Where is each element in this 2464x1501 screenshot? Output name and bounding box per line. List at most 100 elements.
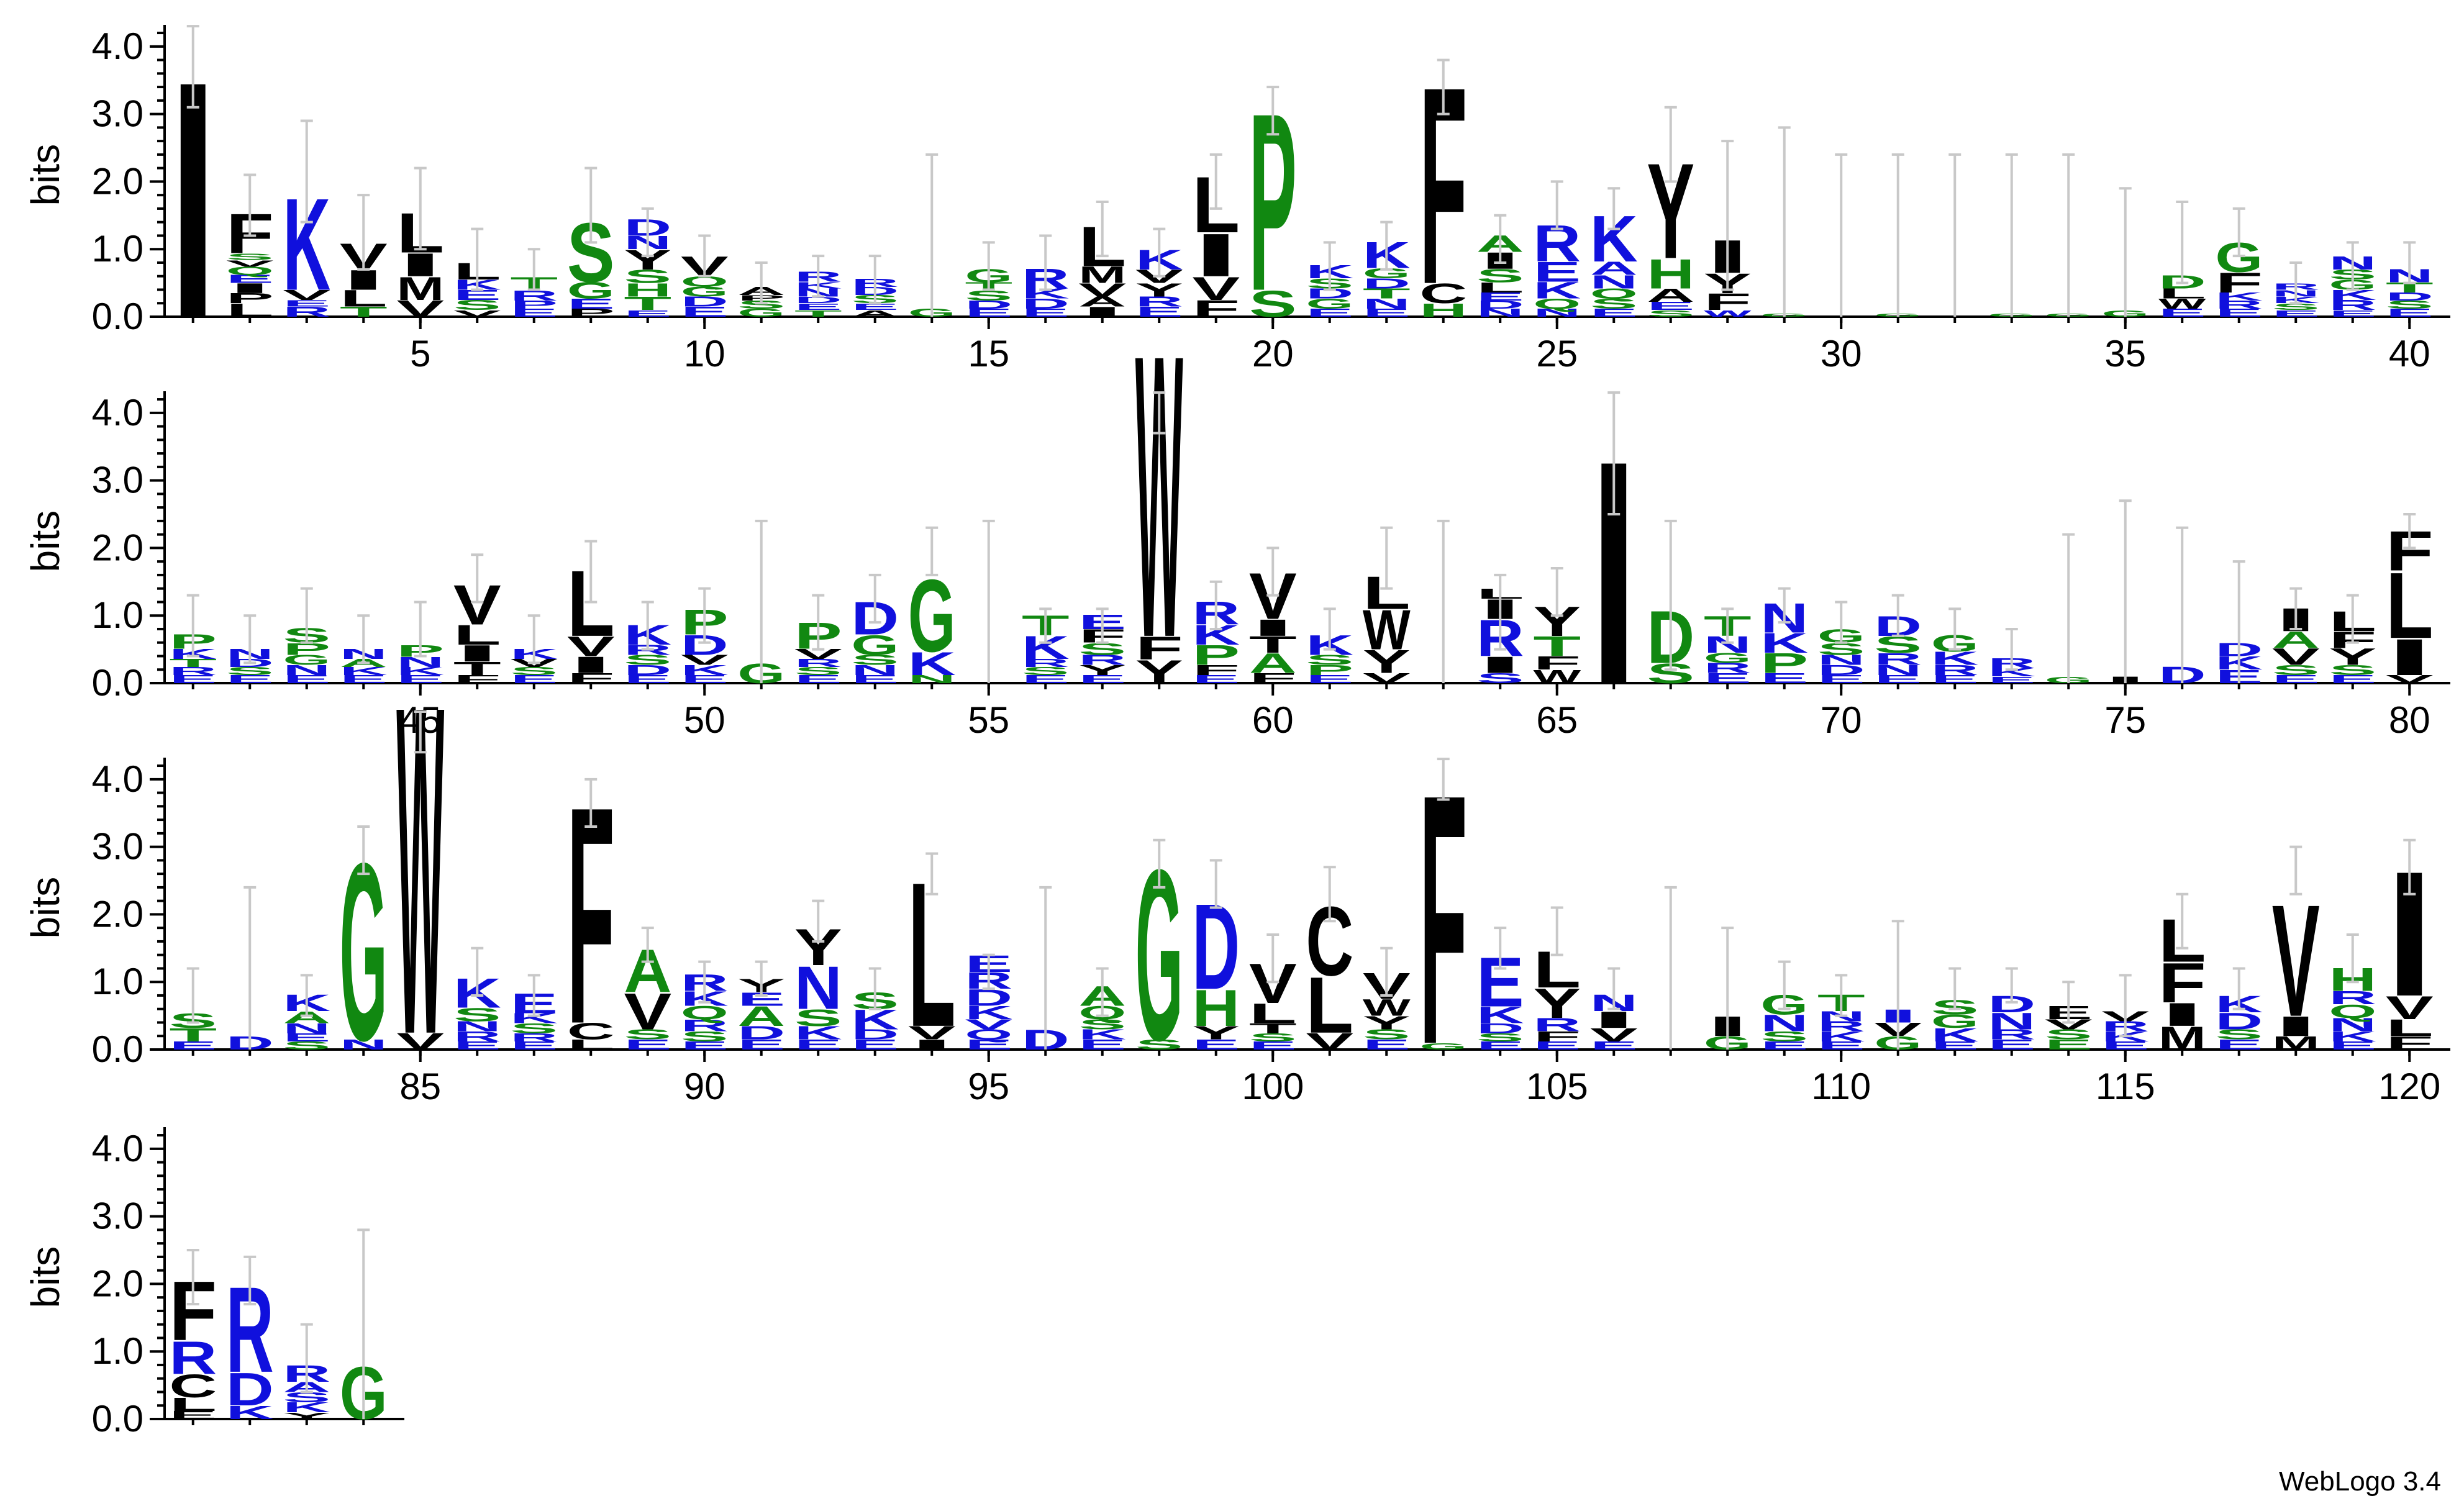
y-tick-label: 1.0: [92, 228, 143, 270]
y-tick-label: 1.0: [92, 961, 143, 1002]
residue-G: G: [1704, 650, 1752, 666]
residue-E: E: [2272, 308, 2320, 319]
x-tick-label: 110: [1811, 1066, 1871, 1107]
residue-E: E: [1988, 1037, 2035, 1053]
residue-A: A: [2272, 627, 2320, 653]
residue-E: E: [2215, 307, 2263, 319]
residue-L: L: [1249, 998, 1297, 1029]
residue-K: K: [908, 645, 956, 682]
residue-F: F: [453, 673, 501, 686]
residue-K: K: [794, 1022, 842, 1043]
residue-G: G: [908, 559, 956, 674]
residue-E: E: [283, 673, 330, 686]
residue-G: G: [1306, 296, 1353, 312]
residue-E: E: [1022, 673, 1070, 686]
logo-row-4: 0.01.02.03.04.0bitsELCRFKDRYKSARG: [23, 1127, 404, 1440]
residue-F: F: [1135, 630, 1183, 666]
residue-S: S: [624, 266, 671, 287]
residue-R: R: [1817, 1018, 1865, 1034]
residue-E: E: [1078, 673, 1126, 686]
residue-E: E: [226, 273, 274, 285]
residue-D: D: [1817, 663, 1865, 678]
residue-R: R: [510, 1032, 558, 1044]
residue-K: K: [226, 1402, 274, 1423]
residue-V: V: [1590, 1025, 1638, 1046]
residue-R: R: [1988, 1027, 2035, 1042]
residue-E: E: [1306, 673, 1353, 686]
y-axis-label: bits: [23, 1246, 68, 1308]
residue-N: N: [1476, 307, 1524, 319]
residue-I: I: [396, 247, 444, 283]
residue-F: F: [567, 671, 615, 686]
residue-Q: Q: [965, 1027, 1012, 1042]
residue-E: E: [510, 307, 558, 319]
residue-A: A: [737, 1000, 785, 1032]
residue-R: R: [1874, 650, 1922, 669]
residue-T: T: [1249, 632, 1297, 658]
residue-E: E: [2386, 307, 2434, 319]
residue-S: S: [453, 297, 501, 313]
residue-N: N: [1590, 271, 1638, 292]
residue-K: K: [340, 665, 388, 678]
residue-E: E: [1192, 1037, 1240, 1053]
residue-G: G: [283, 652, 330, 668]
residue-S: S: [794, 665, 842, 678]
residue-E: E: [851, 673, 899, 686]
residue-F: F: [1249, 671, 1297, 686]
residue-L: L: [567, 1037, 615, 1053]
residue-N: N: [851, 663, 899, 678]
residue-E: E: [1760, 671, 1808, 686]
residue-G: G: [681, 284, 729, 299]
residue-R: R: [681, 1016, 729, 1035]
residue-S: S: [1476, 265, 1524, 286]
residue-G: G: [1419, 1041, 1467, 1051]
residue-L: L: [1476, 280, 1524, 296]
residue-E: E: [283, 298, 330, 309]
residue-V: V: [396, 296, 444, 322]
residue-K: K: [1476, 1002, 1524, 1028]
residue-S: S: [1760, 1029, 1808, 1045]
residue-S: S: [453, 1004, 501, 1025]
residue-E: E: [2329, 673, 2376, 686]
residue-W: W: [1363, 995, 1411, 1021]
residue-F: F: [2158, 951, 2206, 1014]
residue-I: I: [1590, 1007, 1638, 1033]
residue-V: V: [1192, 270, 1240, 307]
y-axis-label: bits: [23, 877, 68, 939]
residue-E: E: [737, 1037, 785, 1053]
residue-V: V: [1363, 671, 1411, 686]
residue-E: E: [1078, 1037, 1126, 1053]
residue-Q: Q: [1590, 286, 1638, 301]
residue-L: L: [226, 300, 274, 321]
residue-P: P: [1192, 640, 1240, 671]
x-tick-label: 80: [2389, 699, 2430, 741]
residue-R: R: [453, 1029, 501, 1045]
residue-E: E: [283, 1032, 330, 1044]
residue-S: S: [1135, 1037, 1183, 1053]
y-tick-label: 0.0: [92, 1028, 143, 1070]
residue-S: S: [2272, 302, 2320, 312]
x-tick-label: 15: [968, 333, 1009, 374]
residue-P: P: [567, 307, 615, 319]
residue-H: H: [1647, 250, 1694, 297]
residue-E: E: [1476, 1040, 1524, 1052]
residue-E: E: [1590, 307, 1638, 319]
residue-D: D: [965, 299, 1012, 311]
residue-W: W: [396, 607, 445, 1132]
y-tick-label: 1.0: [92, 594, 143, 636]
residue-D: D: [2386, 291, 2434, 303]
residue-H: H: [1192, 979, 1240, 1036]
residue-Q: Q: [2329, 1001, 2376, 1022]
residue-Q: Q: [681, 1002, 729, 1023]
residue-E: E: [1363, 1037, 1411, 1053]
residue-F: F: [1533, 1029, 1581, 1045]
y-tick-label: 0.0: [92, 296, 143, 337]
residue-E: E: [1533, 256, 1581, 288]
residue-E: E: [1192, 673, 1240, 686]
residue-N: N: [1874, 663, 1922, 678]
residue-N: N: [1363, 296, 1411, 312]
residue-M: M: [2272, 1033, 2320, 1054]
x-tick-label: 50: [684, 699, 725, 741]
residue-T: T: [453, 658, 501, 679]
